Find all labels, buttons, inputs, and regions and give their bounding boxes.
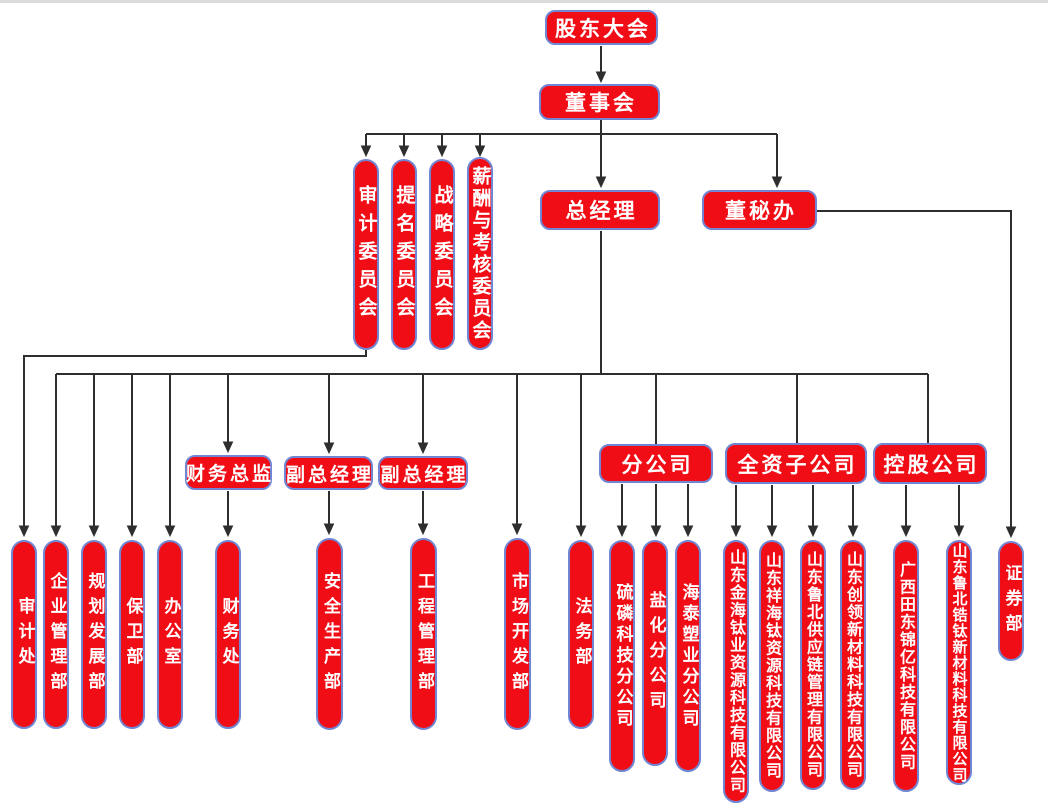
node-work-safety-dept: 安全生产部 bbox=[316, 538, 343, 730]
node-guangxi-tiandong-jinyi: 广西田东锦亿科技有限公司 bbox=[893, 540, 919, 792]
node-board-secretary-office: 董秘办 bbox=[702, 190, 817, 230]
node-deputy-gm-2: 副总经理 bbox=[378, 456, 468, 490]
node-deputy-gm-1: 副总经理 bbox=[284, 456, 373, 490]
node-chuangling-new-materials: 山东创领新材料科技有限公司 bbox=[840, 540, 866, 790]
node-jinhai-titanium-resources: 山东金海钛业资源科技有限公司 bbox=[723, 540, 749, 803]
node-shareholders-meeting: 股东大会 bbox=[545, 10, 658, 45]
node-general-manager: 总经理 bbox=[540, 190, 660, 230]
node-nomination-committee: 提名委员会 bbox=[391, 159, 417, 350]
node-enterprise-management-dept: 企业管理部 bbox=[43, 540, 69, 729]
connectors bbox=[18, 46, 1017, 539]
node-audit-committee: 审计委员会 bbox=[353, 159, 379, 350]
node-audit-office: 审计处 bbox=[11, 540, 37, 729]
node-branch-companies: 分公司 bbox=[599, 444, 713, 483]
node-sulfur-phosphorus-tech-branch: 硫磷科技分公司 bbox=[609, 540, 635, 772]
node-remuneration-assessment-committee: 薪酬与考核委员会 bbox=[467, 157, 493, 350]
node-salt-chemical-branch: 盐化分公司 bbox=[642, 540, 668, 766]
node-cfo: 财务总监 bbox=[185, 455, 272, 490]
node-security-dept: 保卫部 bbox=[119, 540, 145, 729]
node-haitai-plastics-branch: 海泰塑业分公司 bbox=[675, 540, 701, 772]
node-general-office: 办公室 bbox=[157, 540, 183, 729]
node-lubei-zirconium-titanium: 山东鲁北锆钛新材料科技有限公司 bbox=[946, 540, 972, 785]
node-board-of-directors: 董事会 bbox=[539, 84, 660, 120]
node-engineering-management-dept: 工程管理部 bbox=[410, 538, 437, 730]
node-legal-dept: 法务部 bbox=[568, 540, 594, 729]
node-market-development-dept: 市场开发部 bbox=[504, 538, 531, 730]
node-holding-companies: 控股公司 bbox=[873, 443, 987, 484]
window-edge bbox=[0, 0, 1048, 3]
node-strategy-committee: 战略委员会 bbox=[429, 159, 455, 350]
node-planning-development-dept: 规划发展部 bbox=[81, 540, 107, 729]
node-wholly-owned-subsidiaries: 全资子公司 bbox=[725, 443, 867, 484]
node-xianghai-titanium-resources: 山东祥海钛资源科技有限公司 bbox=[759, 540, 785, 792]
node-lubei-supply-chain: 山东鲁北供应链管理有限公司 bbox=[800, 540, 826, 790]
node-securities-dept: 证券部 bbox=[998, 541, 1024, 661]
node-finance-office: 财务处 bbox=[215, 540, 241, 729]
